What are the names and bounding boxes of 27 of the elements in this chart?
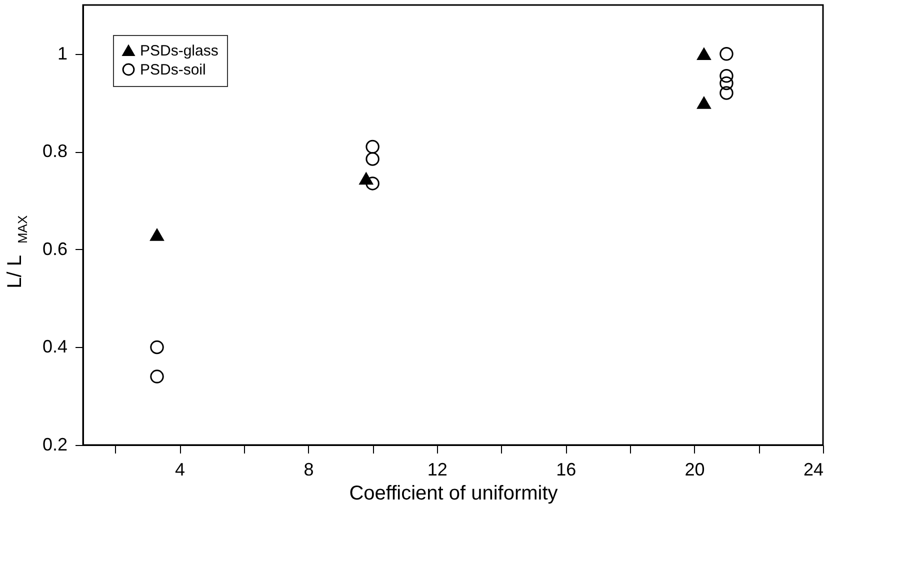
y-tick-label: 0.6 — [42, 238, 68, 259]
point — [720, 86, 734, 100]
point — [366, 152, 380, 166]
x-tick-label: 12 — [427, 460, 448, 480]
y-axis-title: L/ LMAX — [4, 215, 30, 288]
point — [366, 140, 380, 154]
point — [720, 69, 734, 83]
legend-label: PSDs-glass — [140, 42, 218, 60]
point — [720, 47, 734, 61]
y-tick-label: 1 — [57, 43, 68, 64]
point — [150, 370, 164, 384]
y-tick-label: 0.8 — [42, 141, 68, 162]
point — [150, 340, 164, 354]
point — [150, 228, 164, 241]
y-tick-label: 0.2 — [42, 434, 68, 454]
point — [720, 76, 734, 90]
x-tick-label: 16 — [556, 460, 576, 480]
y-tick-label: 0.4 — [42, 336, 68, 357]
point — [697, 96, 711, 109]
x-tick-label: 20 — [684, 460, 705, 480]
x-axis-title: Coefficient of uniformity — [349, 482, 558, 504]
legend-label: PSDs-soil — [140, 62, 206, 78]
x-tick-label: 4 — [175, 460, 186, 480]
point — [697, 48, 711, 60]
x-tick-label: 24 — [803, 460, 824, 480]
point — [366, 176, 380, 190]
x-tick-label: 8 — [304, 460, 314, 480]
